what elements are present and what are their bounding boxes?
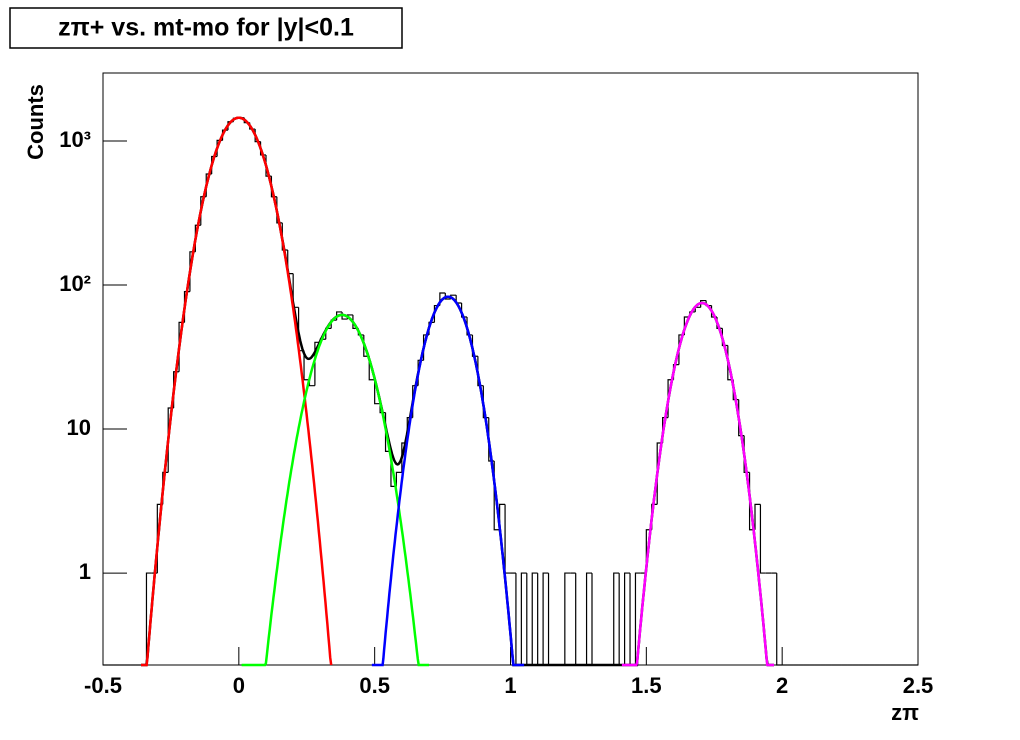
histogram-bin — [585, 572, 592, 665]
y-tick-label: 1 — [79, 559, 91, 584]
histogram-bin — [520, 572, 527, 665]
histogram-bin — [477, 356, 484, 387]
histogram-bin — [444, 293, 451, 300]
histogram-bin — [531, 572, 538, 665]
x-tick-label: 2.5 — [903, 673, 934, 698]
fit-curve — [141, 116, 333, 667]
histogram-bin — [395, 471, 402, 487]
histogram-bin — [776, 573, 783, 666]
histogram-bin — [613, 572, 620, 665]
chart-title: zπ+ vs. mt-mo for |y|<0.1 — [58, 14, 354, 42]
x-axis-label: zπ — [891, 700, 919, 725]
x-tick-label: 0 — [233, 673, 245, 698]
title-box — [9, 7, 403, 49]
histogram-bin — [700, 299, 707, 308]
fit-curve — [621, 301, 774, 667]
histogram-bin — [624, 572, 631, 665]
histogram-bin — [303, 350, 310, 381]
y-tick-label: 10² — [59, 271, 91, 296]
histogram-bin — [542, 572, 549, 665]
histogram-bin — [374, 379, 381, 405]
histogram-bin — [482, 385, 489, 419]
x-tick-label: 0.5 — [359, 673, 390, 698]
histogram-bin — [634, 572, 641, 665]
x-tick-label: 1.5 — [631, 673, 662, 698]
histogram-bin — [461, 303, 468, 318]
histogram-bin — [754, 503, 761, 530]
histogram-bin — [759, 504, 766, 574]
y-tick-label: 10³ — [59, 127, 91, 152]
histogram-bin — [471, 334, 478, 357]
histogram-bin — [368, 356, 375, 381]
histogram-bin — [466, 316, 473, 336]
y-axis-label: Counts — [23, 84, 48, 160]
x-tick-label: 1 — [504, 673, 516, 698]
fit-curve — [241, 313, 429, 667]
histogram-bin — [145, 572, 152, 665]
y-tick-label: 10 — [67, 415, 91, 440]
fit-curve — [371, 295, 525, 667]
histogram-bin — [564, 572, 571, 665]
x-tick-label: -0.5 — [84, 673, 122, 698]
x-tick-label: 2 — [776, 673, 788, 698]
histogram-bin — [281, 222, 288, 251]
